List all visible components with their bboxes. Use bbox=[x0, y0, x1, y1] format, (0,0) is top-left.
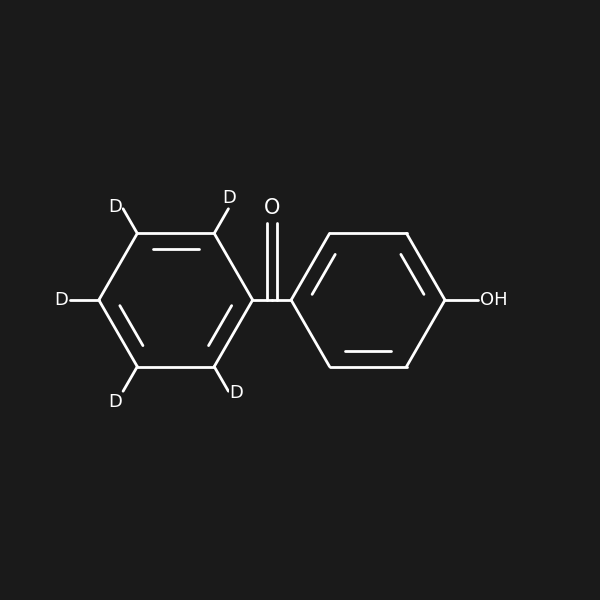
Text: D: D bbox=[223, 189, 236, 207]
Text: D: D bbox=[108, 393, 122, 411]
Text: D: D bbox=[230, 384, 244, 402]
Text: D: D bbox=[54, 291, 68, 309]
Text: D: D bbox=[108, 198, 122, 216]
Text: OH: OH bbox=[481, 291, 508, 309]
Text: O: O bbox=[264, 199, 280, 218]
